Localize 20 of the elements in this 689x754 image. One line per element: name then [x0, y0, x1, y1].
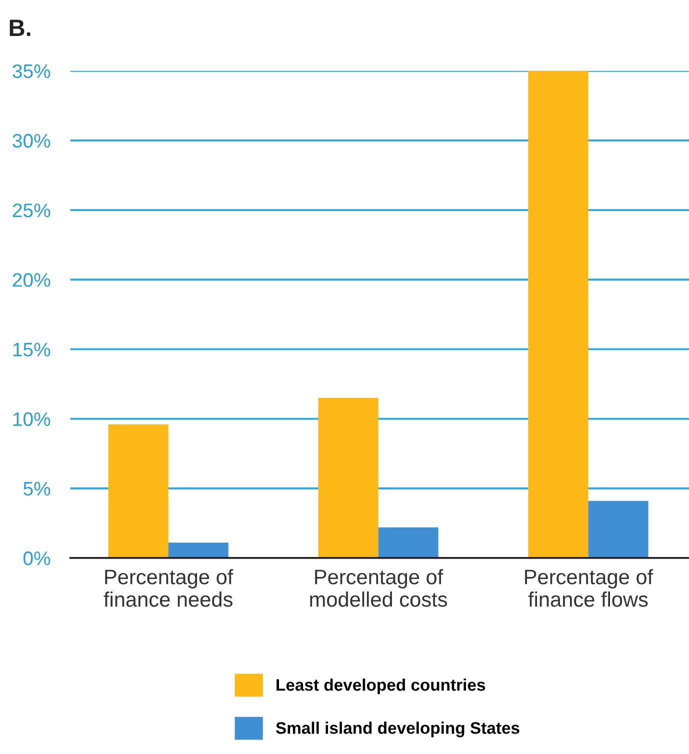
y-tick-label: 0% [23, 551, 50, 566]
y-tick-label: 30% [12, 134, 50, 148]
bar [588, 500, 648, 558]
y-tick-label: 5% [24, 482, 50, 496]
x-tick-label: Percentage of finance needs [104, 569, 234, 607]
bar [378, 527, 438, 558]
legend-label: Least developed countries [276, 678, 486, 694]
y-tick-label: 15% [13, 342, 50, 356]
y-tick-label: 35% [12, 64, 50, 78]
bar [108, 424, 168, 558]
x-tick-label: Percentage of modelled costs [310, 569, 448, 607]
y-tick-label: 20% [12, 273, 50, 287]
bar [318, 398, 378, 558]
legend-label: Small island developing States [276, 722, 520, 738]
y-tick-label: 25% [12, 204, 50, 218]
y-tick-label: 10% [13, 412, 50, 426]
x-tick-label: Percentage of finance flows [525, 569, 654, 607]
bar [168, 542, 228, 558]
bar [528, 70, 588, 558]
chart-title: B. [10, 20, 30, 36]
